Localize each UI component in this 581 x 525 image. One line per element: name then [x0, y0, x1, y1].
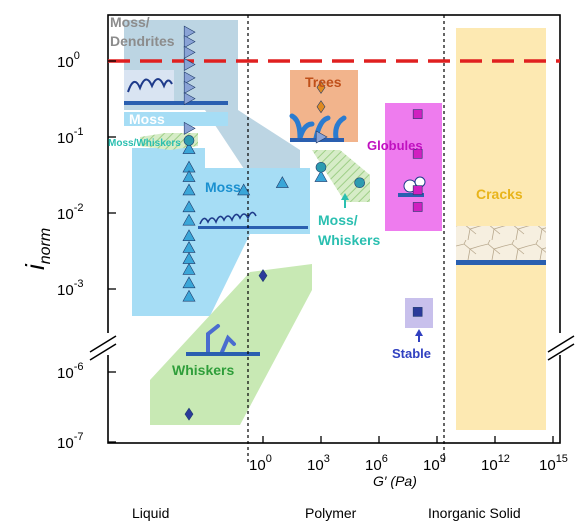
- region-moss-whiskers: [312, 150, 370, 202]
- data-marker-triangle-up: [182, 142, 196, 154]
- x-tick-label: 106: [365, 453, 388, 474]
- x-tick-label: 1015: [539, 453, 568, 474]
- region-whiskers: [150, 264, 312, 425]
- data-marker-circle: [354, 177, 365, 189]
- y-tick-label: 10-2: [57, 202, 83, 223]
- data-marker-diamond: [316, 80, 326, 94]
- data-marker-diamond: [258, 269, 268, 283]
- data-marker-triangle-up: [275, 176, 289, 188]
- x-axis-label: G′ (Pa): [373, 473, 417, 489]
- cartoon-dendrites-electrode: [124, 101, 228, 105]
- region-moss: [132, 148, 310, 316]
- y-axis-label: inorm: [20, 228, 54, 270]
- label-moss-whiskers-2: Whiskers: [318, 232, 380, 248]
- data-marker-triangle-up: [314, 170, 328, 182]
- data-marker-diamond: [316, 100, 326, 114]
- data-marker-triangle-right: [183, 45, 196, 59]
- data-marker-triangle-right: [183, 57, 196, 71]
- morphology-regions: [124, 20, 546, 430]
- label-moss: Moss: [129, 111, 165, 127]
- data-marker-triangle-right: [183, 92, 196, 106]
- morphology-cartoons: [124, 70, 546, 356]
- cartoon-cracks-electrode: [456, 260, 546, 265]
- data-markers: [182, 25, 423, 421]
- x-tick-label: 100: [249, 453, 272, 474]
- cartoon-moss-electrode: [198, 226, 308, 229]
- y-tick-label: 10-3: [57, 278, 83, 299]
- data-marker-triangle-right: [183, 80, 196, 94]
- data-marker-triangle-up: [182, 213, 196, 226]
- data-marker-triangle-up: [182, 229, 196, 241]
- data-marker-triangle-up: [182, 170, 196, 182]
- label-moss-whiskers-1: Moss/: [318, 212, 358, 228]
- data-marker-circle: [183, 135, 195, 146]
- y-tick-label: 100: [57, 50, 80, 71]
- y-tick-label: 10-6: [57, 361, 83, 382]
- axis-break-right: [547, 333, 575, 361]
- data-marker-triangle-right: [183, 71, 196, 85]
- y-tick-label: 10-1: [57, 126, 83, 147]
- data-marker-triangle-right: [183, 121, 196, 135]
- data-marker-circle: [315, 161, 327, 173]
- region-moss-dendrites-tail: [205, 110, 300, 178]
- x-tick-label: 103: [307, 453, 330, 474]
- region-label-inorganic: Inorganic Solid: [428, 505, 521, 521]
- label-moss-dendrites-1: Moss/: [110, 14, 150, 30]
- label-trees: Trees: [305, 74, 342, 90]
- label-cracks: Cracks: [476, 186, 523, 202]
- region-label-polymer: Polymer: [305, 505, 357, 521]
- x-tick-label: 1012: [481, 453, 510, 474]
- label-moss-mid: Moss: [205, 179, 241, 195]
- axis-break-left: [89, 333, 118, 361]
- cartoon-globules-electrode: [398, 193, 424, 197]
- cartoon-dendrites: [124, 70, 174, 102]
- region-globules: [385, 103, 442, 231]
- label-whiskers: Whiskers: [172, 362, 234, 378]
- region-label-liquid: Liquid: [132, 505, 169, 521]
- data-marker-triangle-up: [182, 200, 196, 213]
- label-globules: Globules: [367, 138, 423, 153]
- morphology-labels: Moss/ Dendrites Moss Moss/Whiskers Moss …: [108, 14, 523, 378]
- cartoon-whiskers-electrode: [186, 352, 260, 356]
- data-marker-triangle-right: [183, 25, 196, 39]
- data-marker-triangle-up: [182, 289, 196, 302]
- data-marker-triangle-right: [183, 35, 196, 49]
- x-tick-label: 109: [423, 453, 446, 474]
- label-stable: Stable: [392, 346, 431, 361]
- data-marker-triangle-up: [182, 262, 196, 275]
- x-axis-ticks: 100 103 106 109 1012 1015: [249, 436, 568, 474]
- data-marker-triangle-right: [315, 130, 328, 144]
- y-tick-label: 10-7: [57, 431, 83, 452]
- region-moss-light: [124, 112, 228, 126]
- data-marker-square: [412, 202, 423, 212]
- cartoon-cracks: [456, 226, 546, 260]
- data-marker-square: [412, 149, 423, 159]
- data-marker-triangle-up: [182, 276, 196, 289]
- data-marker-diamond: [184, 407, 194, 421]
- data-marker-square: [412, 109, 423, 119]
- label-moss-dendrites-2: Dendrites: [110, 33, 175, 49]
- label-moss-whiskers-small: Moss/Whiskers: [108, 138, 181, 149]
- data-marker-triangle-up: [182, 183, 196, 196]
- region-moss-whiskers-small: [140, 133, 198, 150]
- data-marker-triangle-up: [237, 183, 251, 196]
- data-marker-square: [412, 185, 423, 195]
- y-axis-ticks: 100 10-1 10-2 10-3 10-6 10-7: [57, 50, 116, 452]
- data-marker-square: [412, 307, 423, 317]
